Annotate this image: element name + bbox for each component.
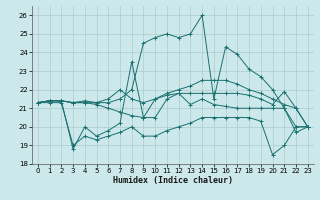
X-axis label: Humidex (Indice chaleur): Humidex (Indice chaleur) bbox=[113, 176, 233, 185]
